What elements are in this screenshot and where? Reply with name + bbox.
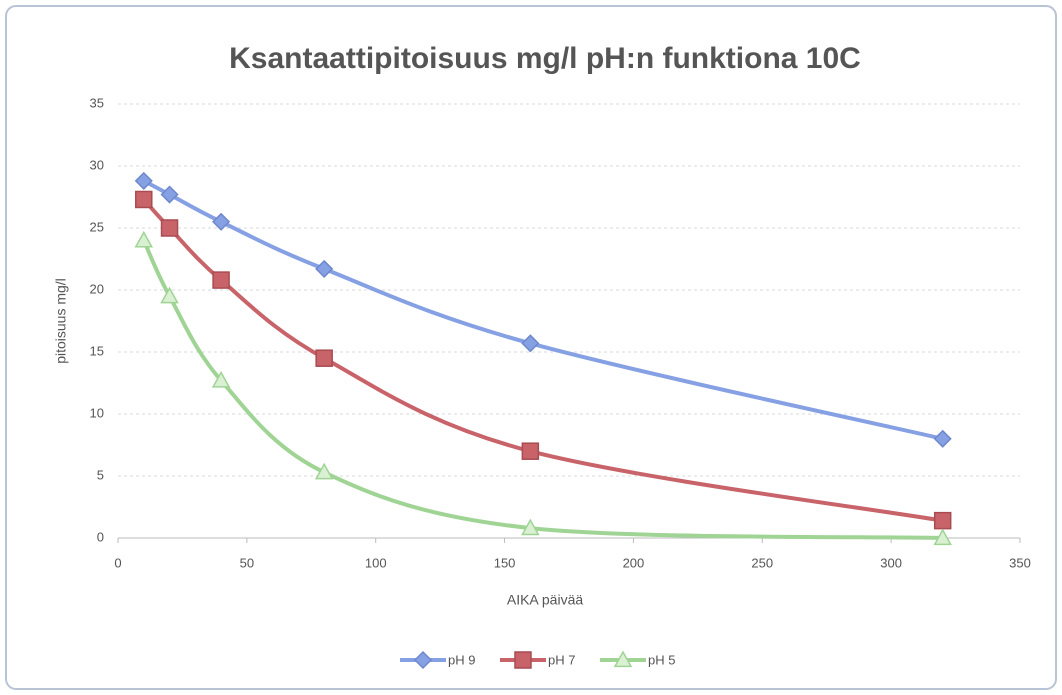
y-tick-label: 30 xyxy=(90,157,104,172)
x-tick-label: 300 xyxy=(880,555,902,570)
point xyxy=(160,219,179,237)
point xyxy=(933,429,952,448)
point xyxy=(521,442,540,460)
x-tick-label: 0 xyxy=(114,555,121,570)
legend-marker xyxy=(514,651,532,669)
point xyxy=(212,212,231,231)
y-tick-label: 20 xyxy=(90,281,104,296)
chart-title: Ksantaattipitoisuus mg/l pH:n funktiona … xyxy=(229,42,861,75)
point xyxy=(933,511,952,530)
legend-marker xyxy=(413,650,433,670)
y-tick-label: 10 xyxy=(90,405,104,420)
series-line xyxy=(141,239,943,540)
x-tick-label: 100 xyxy=(365,555,387,570)
x-tick-label: 350 xyxy=(1009,555,1031,570)
point xyxy=(314,462,334,480)
y-axis-label: pitoisuus mg/l xyxy=(53,278,69,364)
point xyxy=(134,171,153,190)
y-tick-label: 5 xyxy=(97,467,104,482)
x-tick-label: 50 xyxy=(240,555,254,570)
point xyxy=(521,518,540,536)
legend-label: pH 9 xyxy=(448,652,475,667)
point xyxy=(933,528,952,546)
y-tick-label: 35 xyxy=(90,95,104,110)
legend-marker xyxy=(613,650,633,668)
x-axis-label: AIKA päivää xyxy=(507,592,583,608)
point xyxy=(160,286,179,304)
point xyxy=(135,190,153,209)
legend-label: pH 5 xyxy=(648,652,675,667)
point xyxy=(315,259,334,278)
y-tick-label: 25 xyxy=(90,219,104,234)
x-tick-label: 250 xyxy=(751,555,773,570)
x-tick-label: 150 xyxy=(494,555,516,570)
legend-label: pH 7 xyxy=(548,652,575,667)
point xyxy=(315,349,333,367)
y-tick-label: 15 xyxy=(90,343,104,358)
point xyxy=(212,271,230,289)
point xyxy=(521,334,540,353)
point xyxy=(160,185,179,204)
point xyxy=(134,230,154,248)
point xyxy=(211,370,231,388)
x-tick-label: 200 xyxy=(623,555,645,570)
y-tick-label: 0 xyxy=(97,529,104,544)
